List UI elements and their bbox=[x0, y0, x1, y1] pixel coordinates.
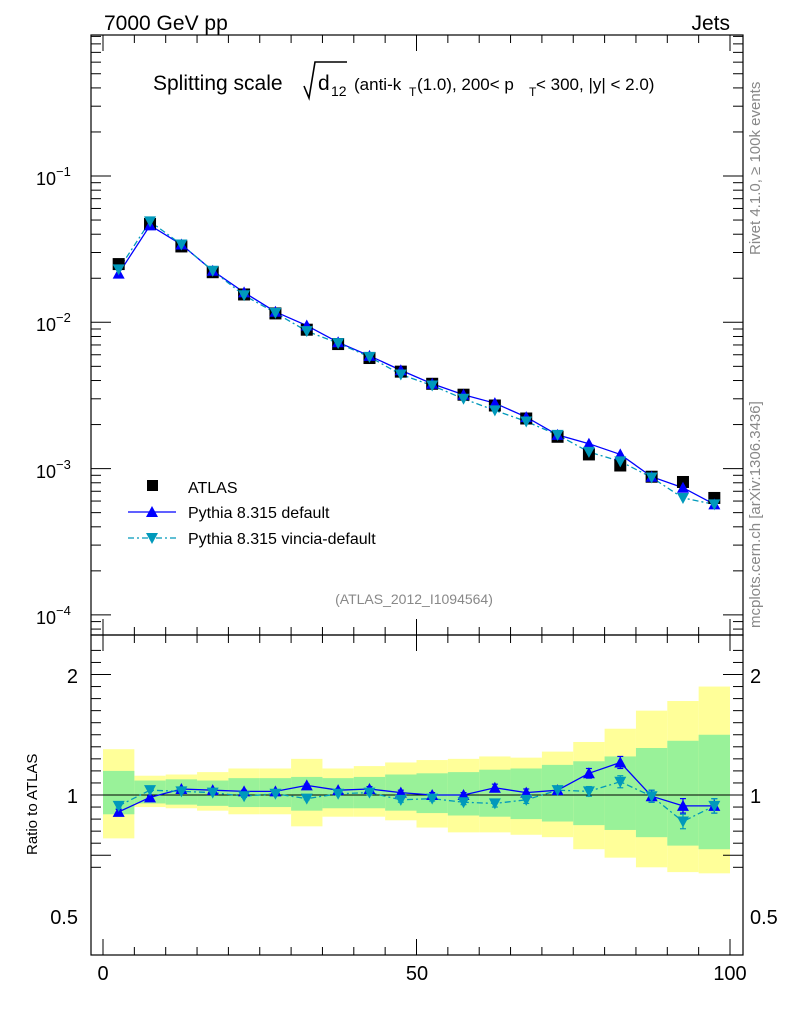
ratio-y-axis-label: Ratio to ATLAS bbox=[24, 754, 41, 855]
ratio-ytick-1-left: 1 bbox=[67, 786, 78, 808]
legend-marker-pythia-default bbox=[146, 506, 158, 517]
pythia-vincia-point bbox=[238, 290, 251, 302]
ratio-point-pythia-vincia bbox=[520, 794, 533, 806]
legend-label-pythia-default: Pythia 8.315 default bbox=[188, 505, 330, 522]
pythia-vincia-point bbox=[175, 239, 188, 251]
ratio-ytick-2-left: 2 bbox=[67, 666, 78, 688]
pythia-vincia-point bbox=[300, 326, 313, 338]
pythia-vincia-point bbox=[112, 264, 125, 276]
pythia-vincia-point bbox=[363, 351, 376, 363]
pythia-vincia-point bbox=[394, 369, 407, 381]
pythia-default-point bbox=[676, 481, 689, 493]
pythia-vincia-point bbox=[488, 405, 501, 417]
pythia-vincia-point bbox=[520, 416, 533, 428]
title-prefix: Splitting scale bbox=[153, 72, 283, 95]
pythia-vincia-point bbox=[645, 472, 658, 484]
ytick-label-1e-3: 10−3 bbox=[36, 457, 71, 482]
ratio-point-pythia-vincia bbox=[582, 786, 595, 798]
legend-label-pythia-vincia: Pythia 8.315 vincia-default bbox=[188, 531, 376, 548]
ratio-line-pythia-vincia bbox=[118, 781, 715, 823]
pythia-vincia-point bbox=[206, 265, 219, 277]
x-tick-labels: 0 50 100 bbox=[97, 963, 746, 985]
ratio-point-pythia-vincia bbox=[300, 793, 313, 805]
pythia-vincia-point bbox=[426, 380, 439, 392]
title-cut-2-sub: T bbox=[529, 85, 537, 99]
ratio-point-pythia-vincia bbox=[363, 787, 376, 799]
title-cut-1-sub: T bbox=[409, 85, 417, 99]
analysis-id-label: (ATLAS_2012_I1094564) bbox=[335, 591, 493, 607]
ratio-line-pythia-default bbox=[118, 761, 715, 813]
pythia-vincia-point bbox=[708, 499, 721, 511]
title-variable: d bbox=[318, 72, 330, 95]
ytick-label-1e-2: 10−2 bbox=[36, 310, 71, 335]
ratio-y-tick-labels: 2 1 0.5 2 1 0.5 bbox=[50, 666, 778, 929]
ratio-data-series bbox=[112, 755, 721, 830]
ratio-uncertainty-bands bbox=[103, 686, 730, 874]
pythia-vincia-point bbox=[551, 429, 564, 441]
legend-marker-pythia-vincia bbox=[146, 533, 158, 544]
main-y-tick-labels: 10−1 10−2 10−3 10−4 bbox=[36, 164, 71, 628]
pythia-default-point bbox=[582, 437, 595, 449]
pythia-vincia-point bbox=[457, 393, 470, 405]
pythia-vincia-point bbox=[269, 307, 282, 319]
plot-title: Splitting scale d 12 (anti-k T (1.0), 20… bbox=[153, 61, 654, 101]
ratio-point-pythia-vincia bbox=[614, 776, 627, 788]
pythia-vincia-point bbox=[676, 492, 689, 504]
xtick-label-0: 0 bbox=[97, 963, 108, 985]
mcplots-label: mcplots.cern.ch [arXiv:1306.3436] bbox=[747, 401, 764, 628]
ratio-point-pythia-vincia bbox=[551, 785, 564, 797]
xtick-label-50: 50 bbox=[406, 963, 428, 985]
ratio-point-pythia-default bbox=[300, 779, 313, 791]
ratio-point-pythia-vincia bbox=[645, 791, 658, 803]
legend-marker-atlas bbox=[147, 480, 158, 491]
ratio-point-pythia-vincia bbox=[269, 788, 282, 800]
main-y-axis-ticks bbox=[91, 35, 743, 635]
ratio-point-pythia-vincia bbox=[676, 816, 689, 828]
ratio-point-pythia-vincia bbox=[144, 785, 157, 797]
ratio-point-pythia-default bbox=[582, 767, 595, 779]
title-cut-2: (1.0), 200< p bbox=[417, 75, 514, 94]
ratio-point-pythia-default bbox=[614, 756, 627, 768]
ratio-point-pythia-vincia bbox=[112, 800, 125, 812]
main-data-series bbox=[112, 216, 721, 511]
rivet-label: Rivet 4.1.0, ≥ 100k events bbox=[747, 82, 764, 255]
ytick-label-1e-4: 10−4 bbox=[36, 603, 71, 628]
ratio-point-pythia-vincia bbox=[238, 791, 251, 803]
ratio-point-pythia-default bbox=[488, 781, 501, 793]
ratio-axis-ticks bbox=[91, 635, 743, 955]
ratio-point-pythia-vincia bbox=[175, 786, 188, 798]
ratio-point-pythia-default bbox=[144, 791, 157, 803]
ratio-point-pythia-vincia bbox=[457, 797, 470, 809]
title-variable-sub: 12 bbox=[331, 83, 347, 99]
energy-label: 7000 GeV pp bbox=[104, 12, 228, 35]
ratio-ytick-1-right: 1 bbox=[750, 786, 761, 808]
ratio-ytick-05-right: 0.5 bbox=[750, 907, 778, 929]
band-inner-bin bbox=[667, 740, 699, 846]
ratio-ytick-2-right: 2 bbox=[750, 666, 761, 688]
title-cut-1: (anti-k bbox=[354, 75, 402, 94]
ratio-point-pythia-vincia bbox=[206, 787, 219, 799]
pythia-vincia-point bbox=[332, 338, 345, 350]
ratio-point-pythia-vincia bbox=[426, 793, 439, 805]
ratio-point-pythia-default bbox=[676, 799, 689, 811]
legend: ATLAS Pythia 8.315 default Pythia 8.315 … bbox=[128, 480, 376, 548]
ytick-label-1e-1: 10−1 bbox=[36, 164, 71, 189]
jets-label: Jets bbox=[691, 12, 730, 35]
title-cut-3: < 300, |y| < 2.0) bbox=[536, 75, 654, 94]
legend-label-atlas: ATLAS bbox=[188, 480, 238, 497]
ratio-point-pythia-vincia bbox=[488, 798, 501, 810]
pythia-vincia-point bbox=[144, 216, 157, 228]
pythia-vincia-point bbox=[614, 456, 627, 468]
xtick-label-100: 100 bbox=[713, 963, 746, 985]
sqrt-sign-icon bbox=[303, 61, 347, 101]
ratio-point-pythia-vincia bbox=[394, 794, 407, 806]
pythia-vincia-point bbox=[582, 446, 595, 458]
band-inner-bin bbox=[698, 734, 730, 850]
ratio-point-pythia-vincia bbox=[332, 788, 345, 800]
band-inner-bin bbox=[479, 769, 511, 817]
ratio-point-pythia-vincia bbox=[708, 800, 721, 812]
ratio-ytick-05-left: 0.5 bbox=[50, 907, 78, 929]
